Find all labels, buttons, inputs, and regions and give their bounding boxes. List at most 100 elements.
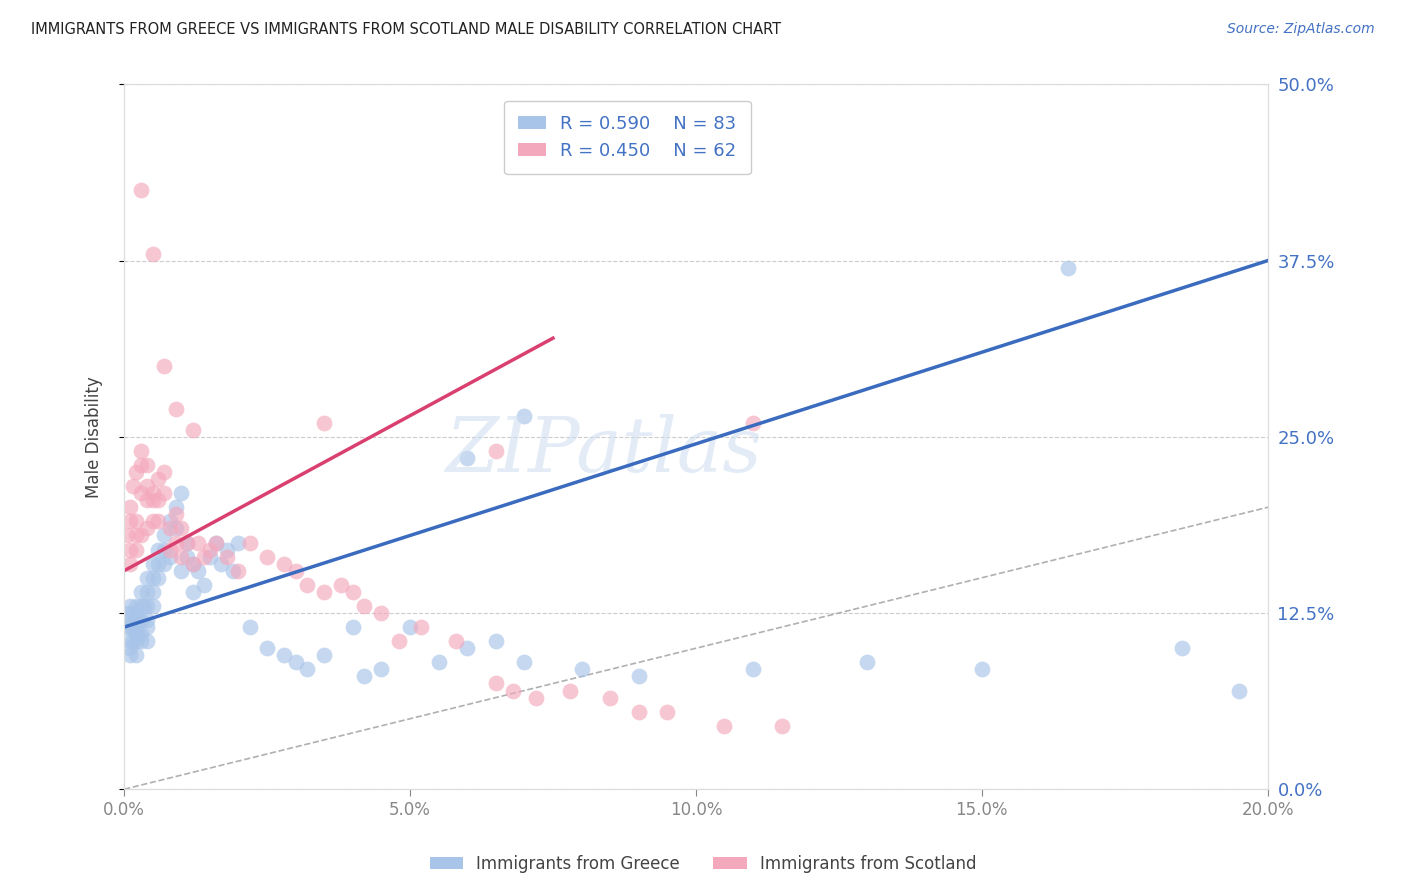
Point (485, 676, 508, 690)
Point (118, 515, 141, 529)
Point (176, 535, 198, 549)
Point (142, 493, 165, 508)
Point (399, 620, 422, 634)
Point (136, 458, 159, 472)
Point (118, 599, 141, 613)
Point (127, 627, 149, 641)
Point (770, 719, 793, 733)
Point (456, 641, 478, 656)
Point (159, 515, 181, 529)
Point (193, 549, 215, 564)
Point (129, 585, 152, 599)
Point (187, 535, 209, 549)
Point (273, 648, 295, 663)
Point (136, 493, 159, 508)
Point (129, 458, 152, 472)
Point (170, 549, 193, 564)
Y-axis label: Male Disability: Male Disability (86, 376, 103, 498)
Point (118, 620, 141, 634)
Point (176, 549, 198, 564)
Point (181, 557, 204, 571)
Point (129, 486, 152, 500)
Point (314, 585, 336, 599)
Point (314, 416, 336, 430)
Point (142, 246, 165, 260)
Point (136, 599, 159, 613)
Point (165, 535, 187, 549)
Point (129, 183, 152, 197)
Point (134, 599, 156, 613)
Point (627, 669, 650, 683)
Point (370, 606, 392, 620)
Point (124, 613, 146, 627)
Point (153, 542, 176, 557)
Point (136, 585, 159, 599)
Point (129, 627, 152, 641)
Point (153, 465, 176, 479)
Point (198, 542, 221, 557)
Point (121, 634, 143, 648)
Point (136, 571, 159, 585)
Point (970, 662, 993, 676)
Point (1171, 641, 1194, 656)
Point (295, 662, 318, 676)
Point (159, 549, 181, 564)
Point (115, 620, 138, 634)
Point (148, 571, 170, 585)
Point (118, 557, 141, 571)
Point (314, 648, 336, 663)
Point (558, 683, 581, 698)
Point (148, 542, 170, 557)
Point (239, 620, 262, 634)
Point (256, 549, 278, 564)
Point (411, 620, 433, 634)
Legend: R = 0.590    N = 83, R = 0.450    N = 62: R = 0.590 N = 83, R = 0.450 N = 62 (503, 101, 751, 175)
Point (165, 521, 187, 535)
Point (176, 535, 198, 549)
Point (142, 571, 165, 585)
Point (124, 465, 146, 479)
Point (118, 542, 141, 557)
Point (524, 690, 547, 705)
Point (121, 479, 143, 493)
Point (121, 606, 143, 620)
Point (118, 613, 141, 627)
Point (153, 528, 176, 542)
Legend: Immigrants from Greece, Immigrants from Scotland: Immigrants from Greece, Immigrants from … (423, 848, 983, 880)
Point (330, 578, 353, 592)
Point (273, 557, 295, 571)
Point (115, 606, 138, 620)
Point (148, 472, 170, 486)
Point (136, 634, 159, 648)
Point (193, 578, 215, 592)
Point (142, 486, 165, 500)
Point (115, 528, 138, 542)
Point (502, 683, 524, 698)
Point (153, 486, 176, 500)
Point (165, 401, 187, 416)
Point (222, 564, 245, 578)
Point (124, 515, 146, 529)
Point (571, 662, 593, 676)
Point (599, 690, 621, 705)
Point (159, 542, 181, 557)
Point (124, 599, 146, 613)
Point (342, 620, 364, 634)
Point (124, 634, 146, 648)
Point (295, 578, 318, 592)
Point (228, 564, 250, 578)
Point (187, 564, 209, 578)
Text: Source: ZipAtlas.com: Source: ZipAtlas.com (1227, 22, 1375, 37)
Point (165, 500, 187, 515)
Point (228, 535, 250, 549)
Point (456, 450, 478, 465)
Point (124, 528, 146, 542)
Text: IMMIGRANTS FROM GREECE VS IMMIGRANTS FROM SCOTLAND MALE DISABILITY CORRELATION C: IMMIGRANTS FROM GREECE VS IMMIGRANTS FRO… (31, 22, 782, 37)
Point (342, 585, 364, 599)
Point (856, 656, 879, 670)
Point (159, 521, 181, 535)
Point (204, 535, 226, 549)
Point (215, 549, 238, 564)
Point (353, 599, 375, 613)
Point (142, 515, 165, 529)
